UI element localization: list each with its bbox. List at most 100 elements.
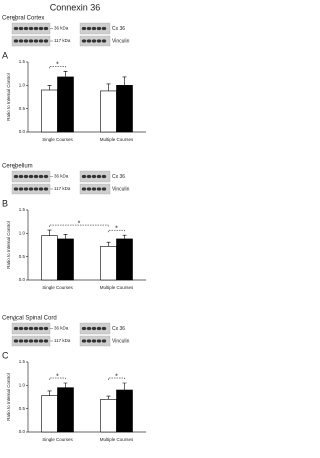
y-axis-label: Ratio to Internal Control xyxy=(6,373,11,421)
blot-band xyxy=(96,174,102,179)
error-bar xyxy=(47,85,52,90)
blot-label: Vinculin xyxy=(112,338,130,344)
y-tick-label: 0.0 xyxy=(19,277,26,282)
significance-mark: * xyxy=(115,226,118,233)
significance-bracket xyxy=(49,66,66,69)
bar xyxy=(100,90,117,133)
blot-band xyxy=(33,39,39,43)
bar xyxy=(57,238,74,281)
error-bar xyxy=(106,83,111,91)
section-label: Cerebral Cortex xyxy=(2,16,44,22)
bar xyxy=(41,89,58,133)
blot-band xyxy=(18,174,24,179)
significance-mark: * xyxy=(56,62,59,69)
error-bar xyxy=(122,76,127,86)
blot-label: Cx 36 xyxy=(112,174,125,180)
blot-band xyxy=(38,187,44,191)
significance-bracket xyxy=(49,377,66,380)
blot-band xyxy=(38,39,44,43)
blot-band xyxy=(23,339,29,343)
blot-band xyxy=(33,26,39,31)
blot-label: IC xyxy=(13,17,17,22)
blot-band xyxy=(38,339,44,343)
y-tick-label: 1.0 xyxy=(19,83,26,88)
blot-band xyxy=(18,326,24,331)
significance-mark: * xyxy=(115,373,118,380)
blot-band xyxy=(91,339,97,343)
blot-band xyxy=(43,326,49,331)
blot-band xyxy=(86,326,92,331)
y-tick-label: 1.0 xyxy=(19,231,26,236)
blot-band xyxy=(101,26,107,31)
blot-band xyxy=(86,187,92,191)
blot-label: IC xyxy=(13,317,17,322)
error-bar xyxy=(47,229,52,236)
bar xyxy=(116,389,133,433)
blot-band xyxy=(81,187,87,191)
blot-label: Vinculin xyxy=(112,38,130,44)
blot-band xyxy=(86,26,92,31)
blot-band xyxy=(13,339,19,343)
error-bar xyxy=(122,234,127,239)
blot-band xyxy=(13,26,19,31)
bar xyxy=(57,76,74,133)
bar xyxy=(57,387,74,433)
blot-band xyxy=(28,39,34,43)
bar xyxy=(100,246,117,281)
blot-band xyxy=(13,326,19,331)
bar xyxy=(41,235,58,281)
significance-mark: * xyxy=(78,220,81,227)
blot-label: 36 kDa xyxy=(54,26,69,31)
blot-band xyxy=(13,174,19,179)
blot-band xyxy=(38,326,44,331)
blot-band xyxy=(91,174,97,179)
blot-label: IC xyxy=(13,165,17,170)
blot-band xyxy=(23,174,29,179)
blot-band xyxy=(81,39,87,43)
blot-band xyxy=(13,39,19,43)
blot-label: Vinculin xyxy=(112,186,130,192)
blot-band xyxy=(23,39,29,43)
blot-band xyxy=(91,326,97,331)
section-label: Cervical Spinal Cord xyxy=(2,316,57,322)
panel-letter: B xyxy=(2,198,8,208)
blot-band xyxy=(28,26,34,31)
blot-band xyxy=(81,174,87,179)
error-bar xyxy=(122,382,127,390)
blot-band xyxy=(18,39,24,43)
x-tick-label: Multiple Courses xyxy=(100,285,134,290)
figure-title: Connexin 36 xyxy=(50,2,101,12)
blot-band xyxy=(33,326,39,331)
blot-band xyxy=(101,39,107,43)
blot-band xyxy=(96,339,102,343)
y-axis-label: Ratio to Internal Control xyxy=(6,73,11,121)
blot-band xyxy=(91,187,97,191)
significance-bracket xyxy=(108,229,125,233)
blot-band xyxy=(96,187,102,191)
blot-band xyxy=(28,174,34,179)
panel-letter: C xyxy=(2,350,9,360)
blot-label: 117 kDa xyxy=(54,338,71,343)
blot-label: 117 kDa xyxy=(54,186,71,191)
blot-band xyxy=(38,174,44,179)
error-bar xyxy=(63,71,68,77)
blot-band xyxy=(38,26,44,31)
blot-band xyxy=(101,174,107,179)
y-tick-label: 0.5 xyxy=(19,406,26,411)
y-tick-label: 1.5 xyxy=(19,207,26,212)
blot-label: Cx 36 xyxy=(112,26,125,32)
blot-band xyxy=(28,187,34,191)
blot-band xyxy=(81,26,87,31)
blot-band xyxy=(96,326,102,331)
error-bar xyxy=(106,395,111,400)
blot-band xyxy=(91,26,97,31)
blot-band xyxy=(91,39,97,43)
blot-band xyxy=(23,26,29,31)
y-tick-label: 0.0 xyxy=(19,429,26,434)
blot-band xyxy=(23,187,29,191)
error-bar xyxy=(63,382,68,388)
blot-band xyxy=(101,326,107,331)
blot-band xyxy=(18,26,24,31)
y-tick-label: 1.5 xyxy=(19,359,26,364)
